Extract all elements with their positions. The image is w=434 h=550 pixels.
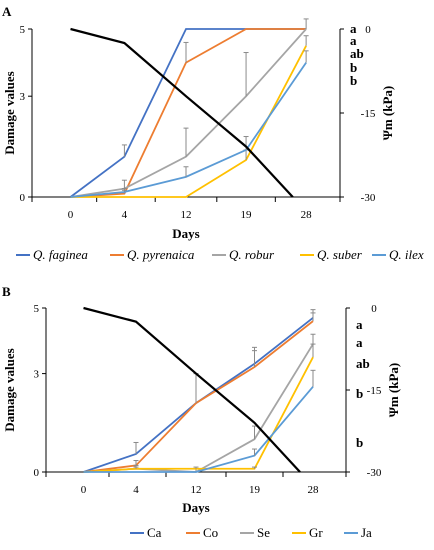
legend-label: Q. suber [317, 247, 363, 262]
significance-letter: b [350, 73, 357, 88]
y-axis-title: Damage values [2, 71, 17, 154]
panel-a: A 0 3 5 0 -15 -30 0 4 12 19 28 Damage values Days Ψm (… [2, 4, 424, 262]
legend-label: Gr [309, 525, 323, 540]
x-tick-label: 19 [241, 209, 253, 221]
significance-letter: a [356, 335, 363, 350]
legend-label: Q. ilex [389, 247, 424, 262]
legend-label: Se [257, 525, 270, 540]
y2-tick-label: -15 [361, 108, 376, 120]
x-tick-label: 12 [181, 209, 192, 221]
significance-letter: b [350, 60, 357, 75]
x-tick-label: 28 [308, 484, 320, 496]
y-tick-label: 0 [20, 192, 26, 204]
series-line [70, 62, 307, 198]
y2-tick-label: -15 [367, 385, 382, 397]
y-tick-label: 5 [20, 24, 26, 36]
series-line [83, 343, 314, 473]
panel-label: B [2, 284, 11, 299]
y2-axis-title: Ψm (kPa) [380, 86, 395, 141]
significance-letter: ab [350, 46, 364, 61]
panel-label: A [2, 4, 12, 19]
y-tick-label: 0 [34, 467, 40, 479]
x-tick-label: 12 [191, 484, 202, 496]
y2-tick-label: 0 [365, 24, 371, 36]
x-tick-label: 4 [122, 209, 128, 221]
x-axis-title: Days [182, 500, 209, 515]
legend-label: Ca [147, 525, 162, 540]
significance-letter: a [350, 33, 357, 48]
x-axis-title: Days [172, 226, 199, 241]
significance-letter: a [356, 317, 363, 332]
panel-b: B 0 3 5 0 -15 -30 0 4 12 19 28 Damage values Days Ψm (… [2, 284, 401, 540]
significance-letter: ab [356, 356, 370, 371]
y-axis-title: Damage values [2, 348, 17, 431]
x-tick-label: 0 [68, 209, 74, 221]
legend-label: Ja [361, 525, 372, 540]
x-tick-label: 0 [81, 484, 87, 496]
y2-tick-label: -30 [361, 192, 376, 204]
significance-letter: a [350, 21, 357, 36]
y2-axis-title: Ψm (kPa) [386, 363, 401, 418]
significance-letter: b [356, 386, 363, 401]
y2-tick-label: -30 [367, 467, 382, 479]
water-potential-line [70, 27, 294, 198]
series-line [83, 386, 314, 473]
legend-label: Q. faginea [33, 247, 88, 262]
x-tick-label: 19 [249, 484, 261, 496]
y-tick-label: 3 [20, 91, 26, 103]
y2-tick-label: 0 [371, 303, 377, 315]
x-tick-label: 4 [133, 484, 139, 496]
y-tick-label: 5 [34, 303, 40, 315]
legend-label: Q. robur [229, 247, 275, 262]
significance-letter: b [356, 435, 363, 450]
x-tick-label: 28 [301, 209, 313, 221]
legend-label: Co [203, 525, 218, 540]
legend-label: Q. pyrenaica [127, 247, 195, 262]
water-potential-line [83, 306, 301, 473]
y-tick-label: 3 [34, 369, 40, 381]
